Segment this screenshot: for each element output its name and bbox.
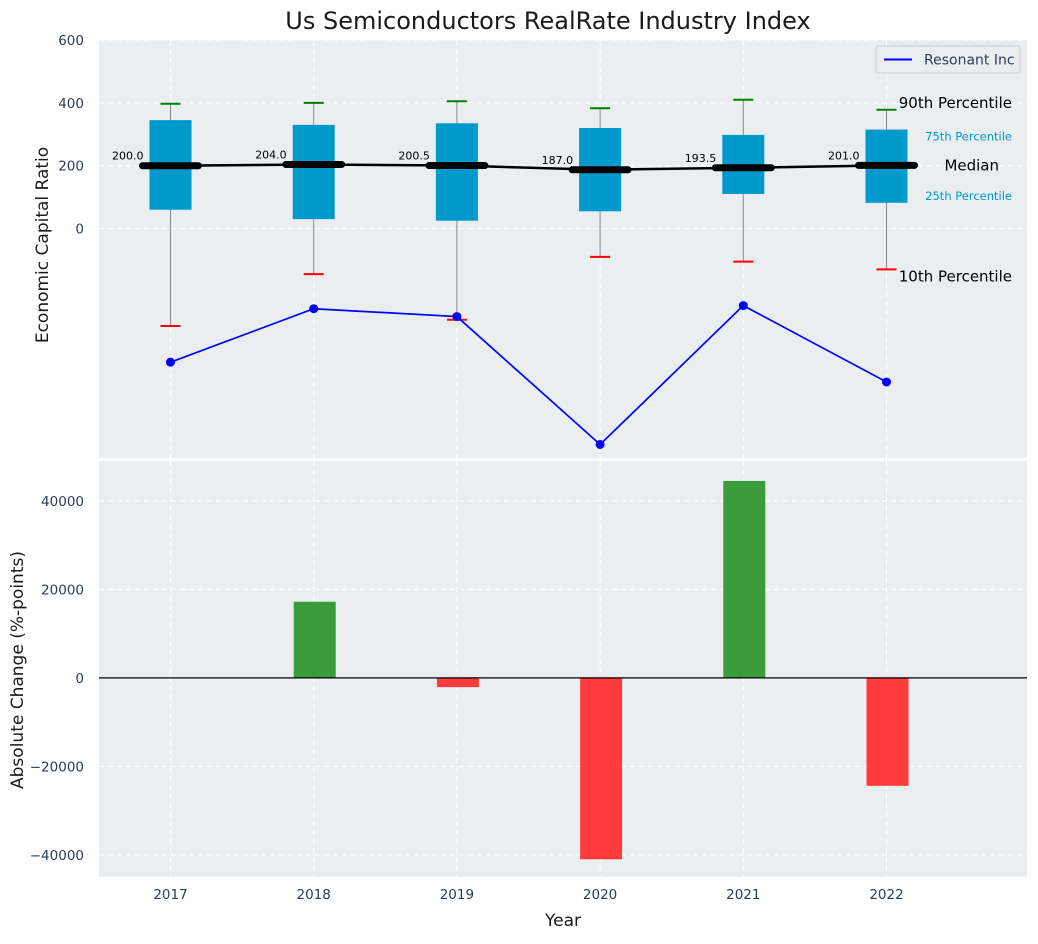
x-tick-label: 2017 bbox=[153, 887, 187, 903]
bottom-y-tick-label: −40000 bbox=[30, 848, 84, 864]
top-y-ticks: 0 200 400 600 bbox=[58, 33, 84, 238]
legend: Resonant Inc bbox=[875, 45, 1021, 74]
top-y-tick-label: 600 bbox=[58, 33, 84, 49]
median-value-label: 200.5 bbox=[398, 150, 430, 163]
series-line bbox=[170, 304, 887, 446]
top-y-tick-label: 400 bbox=[58, 96, 84, 112]
top-plot-area bbox=[99, 40, 1027, 458]
median-annotation: Median bbox=[944, 156, 999, 174]
x-tick-label: 2020 bbox=[583, 887, 617, 903]
legend-box bbox=[875, 45, 1021, 74]
x-tick-label: 2022 bbox=[869, 887, 903, 903]
iqr-box bbox=[435, 123, 478, 221]
change-bar bbox=[866, 677, 909, 786]
median-value-label: 201.0 bbox=[828, 149, 860, 162]
p90-annotation: 90th Percentile bbox=[899, 94, 1012, 112]
median-value-label: 204.0 bbox=[255, 148, 287, 161]
series-point bbox=[166, 357, 175, 367]
median-value-label: 187.0 bbox=[542, 154, 574, 167]
change-bar bbox=[293, 601, 336, 678]
p10-annotation: 10th Percentile bbox=[899, 267, 1012, 285]
legend-label: Resonant Inc bbox=[924, 53, 1015, 69]
bottom-y-tick-label: 40000 bbox=[41, 494, 84, 510]
x-ticks: 2017 2018 2019 2020 2021 2022 bbox=[153, 887, 903, 903]
median-value-label: 200.0 bbox=[112, 150, 144, 163]
x-tick-label: 2021 bbox=[726, 887, 760, 903]
series-point bbox=[309, 304, 319, 314]
bottom-y-tick-label: 20000 bbox=[41, 582, 84, 598]
percentile-annotations: 90th Percentile 75th Percentile Median 25th… bbox=[899, 94, 1012, 286]
bottom-y-ticks: −40000 −20000 0 20000 40000 bbox=[30, 494, 84, 864]
bottom-y-tick-label: 0 bbox=[75, 671, 84, 687]
q3-annotation: 75th Percentile bbox=[925, 130, 1012, 144]
bottom-y-axis-label: Absolute Change (%-points) bbox=[8, 551, 28, 789]
iqr-box bbox=[292, 124, 335, 220]
change-bar bbox=[580, 677, 623, 860]
bottom-y-tick-label: −20000 bbox=[30, 759, 84, 775]
x-tick-label: 2019 bbox=[440, 887, 474, 903]
change-bar bbox=[436, 677, 479, 688]
series-point bbox=[595, 439, 605, 449]
top-y-axis-label: Economic Capital Ratio bbox=[33, 147, 53, 343]
box-plots: 200.0 204.0 200.5 187.0 193.5 201.0 bbox=[112, 98, 918, 327]
q1-annotation: 25th Percentile bbox=[925, 189, 1012, 203]
bottom-plot-area bbox=[99, 461, 1027, 877]
change-bar bbox=[723, 480, 766, 678]
x-tick-label: 2018 bbox=[297, 887, 331, 903]
series-point bbox=[882, 377, 891, 387]
median-trend-line bbox=[170, 163, 887, 172]
series-point bbox=[738, 301, 748, 311]
x-axis-label: Year bbox=[544, 911, 581, 931]
series-point bbox=[452, 312, 462, 322]
top-y-tick-label: 200 bbox=[58, 159, 84, 175]
chart-title: Us Semiconductors RealRate Industry Inde… bbox=[285, 7, 810, 35]
resonant-series bbox=[166, 301, 891, 449]
median-value-label: 193.5 bbox=[685, 152, 717, 165]
top-y-tick-label: 0 bbox=[75, 222, 84, 238]
change-bars bbox=[99, 480, 1027, 860]
